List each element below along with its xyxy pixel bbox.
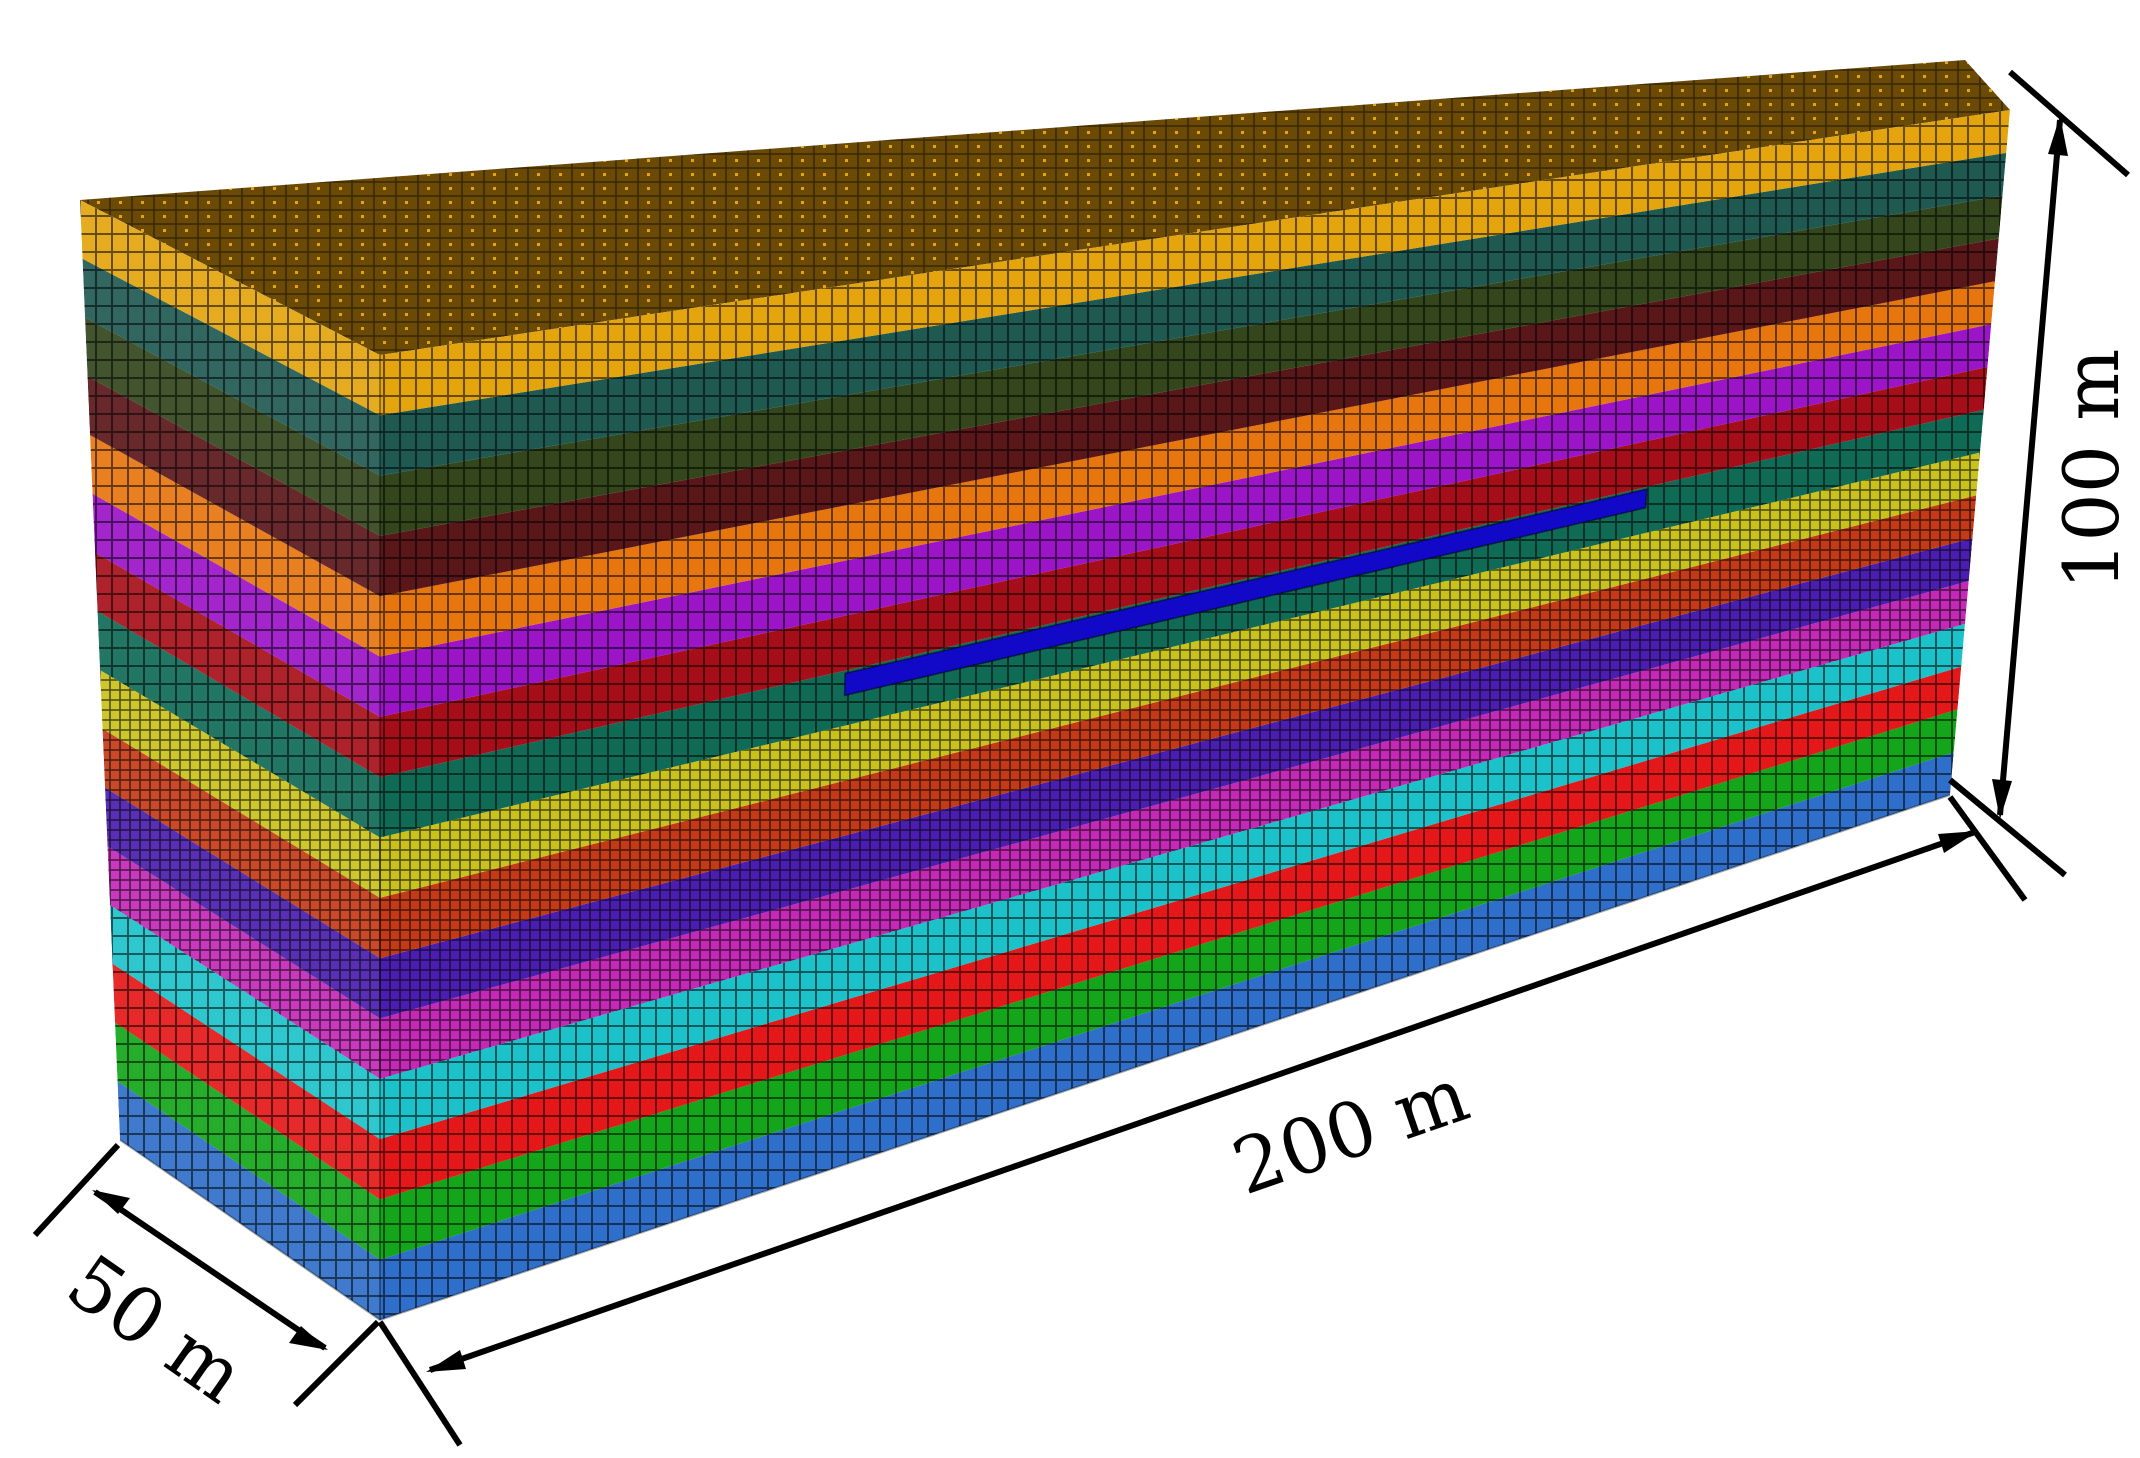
layer-3-side-mesh <box>112 963 380 1200</box>
layer-13-front-mesh <box>380 238 1999 597</box>
height-label: 100 m <box>2047 349 2136 590</box>
layer-7-side-mesh <box>102 728 380 959</box>
height-arrowhead-start <box>2048 116 2068 156</box>
top-face <box>80 60 2010 355</box>
layer-14-side-mesh <box>85 317 380 536</box>
layer-10-side-mesh <box>95 552 380 778</box>
width-extension-line-left <box>32 1142 121 1238</box>
length-label: 200 m <box>1222 1049 1479 1212</box>
layer-14-front-mesh <box>380 195 2003 536</box>
layer-16-side-mesh <box>80 200 380 416</box>
layer-4-side-mesh <box>110 905 380 1140</box>
layer-8-side-mesh <box>100 670 380 898</box>
length-extension-line-left <box>377 1320 463 1447</box>
width-arrowhead-start <box>92 1190 130 1214</box>
layer-12-side-mesh <box>90 435 380 657</box>
layer-2-side-mesh <box>115 1022 380 1260</box>
length-arrowhead-end <box>1938 831 1978 853</box>
length-arrowhead-start <box>426 1350 466 1372</box>
height-extension-line-bottom <box>1948 777 2067 878</box>
layer-6-front-mesh <box>380 538 1973 1019</box>
length-extension-line-right <box>1947 795 2028 902</box>
layer-7-front-mesh <box>380 495 1977 959</box>
length-dimension-arrow <box>429 829 1976 1373</box>
layer-6-side-mesh <box>105 787 380 1019</box>
height-arrowhead-end <box>1992 779 2012 819</box>
side-face <box>80 200 380 1320</box>
layer-8-front-mesh <box>380 452 1980 898</box>
blue-inclusion <box>843 488 1648 697</box>
layer-11-front-mesh <box>380 324 1992 717</box>
layer-12-front-mesh <box>380 281 1995 657</box>
width-arrowhead-end <box>289 1326 328 1350</box>
top-surface-mesh <box>80 60 2010 355</box>
dimension-arrowheads <box>92 116 2068 1372</box>
layer-5-front-mesh <box>380 580 1969 1079</box>
width-label: 50 m <box>52 1237 261 1421</box>
height-dimension-arrow <box>1997 119 2063 816</box>
edge-bottom-side <box>119 1139 381 1321</box>
layer-3-front-mesh <box>380 666 1962 1200</box>
inclusion-strip <box>843 488 1648 697</box>
layer-5-side-mesh <box>107 846 380 1079</box>
width-extension-line-right <box>292 1319 381 1408</box>
layer-15-side-mesh <box>82 258 380 476</box>
height-extension-line-top <box>2008 69 2130 178</box>
front-face <box>380 110 2010 1320</box>
dimension-lines <box>32 69 2130 1447</box>
layer-1-side-mesh <box>117 1081 380 1320</box>
layer-4-front-mesh <box>380 623 1965 1140</box>
edge-bottom-front <box>379 794 1951 1321</box>
block-edges <box>119 355 1951 1321</box>
layer-13-side-mesh <box>87 376 380 597</box>
layer-9-side-mesh <box>97 611 380 838</box>
layer-10-front-mesh <box>380 366 1988 778</box>
layer-15-front-mesh <box>380 152 2007 476</box>
layer-16-front-mesh <box>380 110 2010 416</box>
width-dimension-arrow <box>93 1189 327 1351</box>
layer-1-front-mesh <box>380 752 1954 1320</box>
layer-11-side-mesh <box>92 493 380 717</box>
layer-2-front-mesh <box>380 709 1958 1260</box>
